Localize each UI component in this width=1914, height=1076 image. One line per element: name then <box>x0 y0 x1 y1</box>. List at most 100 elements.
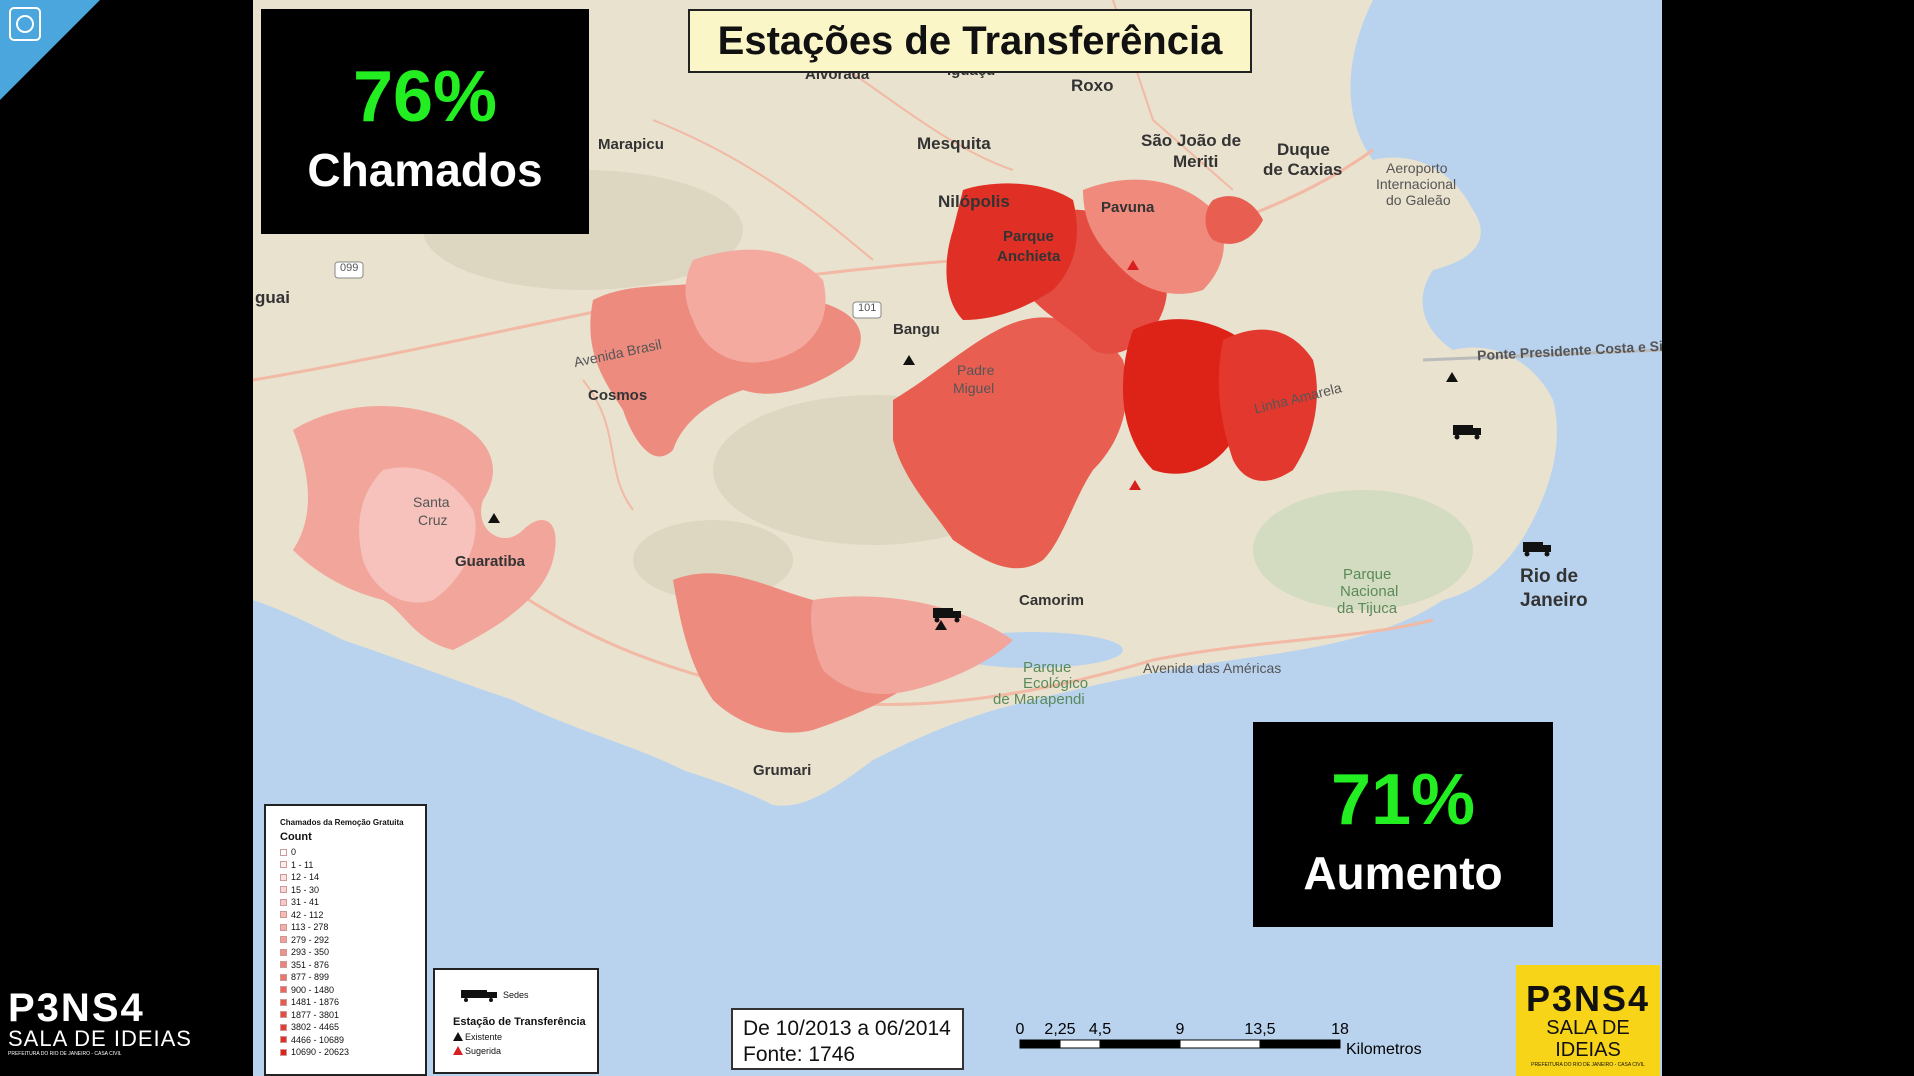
stat-chamados-value: 76% <box>352 57 498 137</box>
legend-count-label: Count <box>280 831 312 843</box>
road <box>832 59 1014 171</box>
label-meriti: Meriti <box>1173 152 1219 171</box>
region-padre-miguel <box>685 249 826 363</box>
label-mesquita: Mesquita <box>917 134 991 153</box>
corner-emblem <box>0 0 100 100</box>
legend-stations: Sedes Estação de Transferência Existente… <box>433 968 599 1074</box>
station-sugerida-marker <box>1127 260 1139 270</box>
scale-unit-label: Kilometros <box>1346 1041 1422 1058</box>
label-internacional: Internacional <box>1376 176 1457 192</box>
region-penha <box>1083 179 1224 294</box>
scale-segment <box>1259 1039 1341 1049</box>
scale-bar-graphic: 0 2,25 4,5 9 13,5 18 Kilometros <box>1016 1021 1422 1058</box>
legend-item: 1481 - 1876 <box>280 996 425 1009</box>
legend-swatch <box>280 1036 287 1044</box>
label-da-tijuca: da Tijuca <box>1337 600 1398 617</box>
legend-item: 1 - 11 <box>280 859 425 872</box>
scale-segment <box>1179 1039 1261 1049</box>
label-parque-nacional: Parque <box>1343 566 1392 583</box>
sede-truck-icon <box>461 990 497 1002</box>
label-cosmos: Cosmos <box>588 387 648 404</box>
sede-truck-icon <box>933 608 961 623</box>
label-grumari: Grumari <box>753 762 812 779</box>
legend-item: 4466 - 10689 <box>280 1034 425 1047</box>
label-marapicu: Marapicu <box>598 136 664 153</box>
legend-swatch <box>280 898 287 906</box>
station-sugerida-marker <box>1129 480 1141 490</box>
date-range: De 10/2013 a 06/2014 <box>743 1017 951 1040</box>
road <box>652 119 874 261</box>
legend-swatch <box>280 936 287 944</box>
legend-item: 279 - 292 <box>280 934 425 947</box>
region-guaratiba <box>359 467 476 603</box>
relief <box>1253 490 1473 610</box>
legend-item: 42 - 112 <box>280 909 425 922</box>
stat-chamados: 76% Chamados <box>261 9 589 234</box>
legend-count: Chamados da Remoção Gratuita Count 0 1 - … <box>264 804 427 1076</box>
legend-item: 113 - 278 <box>280 921 425 934</box>
legend-swatch <box>280 923 287 931</box>
scale-segment <box>1059 1039 1101 1049</box>
data-source: Fonte: 1746 <box>743 1043 856 1066</box>
bay <box>1423 0 1662 620</box>
station-existente-marker <box>903 355 915 365</box>
legend-swatch <box>280 948 287 956</box>
label-nacional: Nacional <box>1340 583 1399 600</box>
legend-sugerida-label: Sugerida <box>465 1046 502 1056</box>
label-anchieta: Anchieta <box>997 248 1061 265</box>
region-ilha <box>1205 196 1263 244</box>
logo-left-subtitle: SALA DE IDEIAS <box>8 1026 192 1051</box>
stat-chamados-label: Chamados <box>307 144 543 196</box>
legend-item-label: 10690 - 20623 <box>291 1047 350 1057</box>
region-centro <box>1218 329 1317 481</box>
label-aeroporto: Aeroporto <box>1386 160 1448 176</box>
legend-swatch <box>280 861 287 869</box>
legend-item-label: 31 - 41 <box>291 897 320 907</box>
legend-swatch <box>280 1011 287 1019</box>
legend-item: 351 - 876 <box>280 959 425 972</box>
legend-item-label: 279 - 292 <box>291 934 330 945</box>
legend-item: 10690 - 20623 <box>280 1046 425 1059</box>
label-camorim: Camorim <box>1019 592 1085 609</box>
label-parque-eco: Parque <box>1023 659 1072 676</box>
label-de-caxias: de Caxias <box>1263 160 1343 179</box>
legend-item-label: 1 - 11 <box>291 859 314 870</box>
label-padre: Padre <box>957 362 995 378</box>
scale-tick-label: 9 <box>1176 1021 1185 1038</box>
legend-item: 0 <box>280 846 425 859</box>
legend-item: 900 - 1480 <box>280 984 425 997</box>
route-shield <box>852 301 882 319</box>
legend-item-label: 1877 - 3801 <box>291 1009 340 1020</box>
legend-item-label: 3802 - 4465 <box>291 1022 340 1032</box>
region-barra-strip <box>811 596 1013 694</box>
legend-item-label: 877 - 899 <box>291 972 330 982</box>
label-guaratiba: Guaratiba <box>455 553 526 570</box>
label-cruz: Cruz <box>418 512 448 528</box>
legend-item-label: 113 - 278 <box>291 922 329 932</box>
legend-item-label: 42 - 112 <box>291 909 324 920</box>
scale-tick-label: 0 <box>1016 1021 1025 1038</box>
scale-segment <box>1019 1039 1061 1049</box>
scale-segment <box>1099 1039 1181 1049</box>
legend-existente-label: Existente <box>465 1032 503 1042</box>
existente-triangle-icon <box>453 1032 463 1041</box>
legend-item-label: 0 <box>291 847 297 857</box>
label-roxo: Roxo <box>1071 76 1114 95</box>
legend-station-title: Estação de Transferência <box>453 1016 586 1028</box>
legend-item: 1877 - 3801 <box>280 1009 425 1022</box>
label-nilopolis: Nilópolis <box>938 192 1010 211</box>
label-janeiro: Janeiro <box>1520 590 1588 611</box>
label-duque: Duque <box>1277 140 1330 159</box>
sede-truck-icon <box>1453 425 1481 440</box>
legend-swatch <box>280 911 287 919</box>
logo-right-tagline: PREFEITURA DO RIO DE JANEIRO - CASA CIVI… <box>1531 1062 1645 1068</box>
date-source-box: De 10/2013 a 06/2014 Fonte: 1746 <box>731 1008 964 1070</box>
legend-swatch <box>280 1048 287 1056</box>
city-emblem-icon <box>0 0 100 100</box>
legend-item-label: 4466 - 10689 <box>291 1034 345 1045</box>
label-guai: guai <box>255 288 290 307</box>
legend-swatch <box>280 973 287 981</box>
region-zona-norte <box>946 183 1077 320</box>
legend-swatch <box>280 848 287 856</box>
station-existente-marker <box>488 513 500 523</box>
